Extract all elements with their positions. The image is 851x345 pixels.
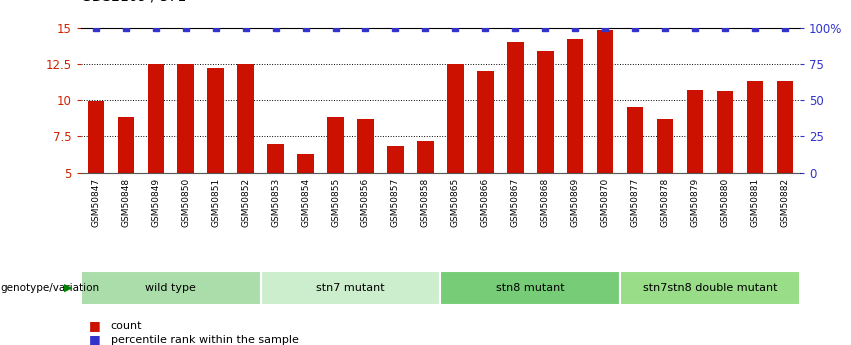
Bar <box>328 117 344 172</box>
Bar <box>687 90 703 172</box>
Text: GSM50866: GSM50866 <box>481 177 490 227</box>
Text: GSM50880: GSM50880 <box>721 177 729 227</box>
Text: GSM50853: GSM50853 <box>271 177 280 227</box>
Text: GSM50869: GSM50869 <box>571 177 580 227</box>
Bar <box>117 117 134 172</box>
Text: GDS2109 / 371: GDS2109 / 371 <box>81 0 186 3</box>
Bar <box>777 81 793 172</box>
Text: wild type: wild type <box>146 283 197 293</box>
Text: stn7stn8 double mutant: stn7stn8 double mutant <box>643 283 777 293</box>
Bar <box>208 68 224 172</box>
Text: GSM50848: GSM50848 <box>122 177 130 227</box>
Text: genotype/variation: genotype/variation <box>0 283 99 293</box>
Bar <box>747 81 763 172</box>
Text: ■: ■ <box>89 319 101 333</box>
Bar <box>178 64 194 172</box>
Text: GSM50857: GSM50857 <box>391 177 400 227</box>
Bar <box>147 64 164 172</box>
Text: GSM50847: GSM50847 <box>91 177 100 227</box>
Text: GSM50878: GSM50878 <box>660 177 670 227</box>
Bar <box>507 42 523 172</box>
Bar <box>447 64 464 172</box>
Bar <box>88 101 104 172</box>
Text: ▶: ▶ <box>64 283 72 293</box>
Text: GSM50856: GSM50856 <box>361 177 370 227</box>
Text: GSM50877: GSM50877 <box>631 177 640 227</box>
Text: count: count <box>111 321 142 331</box>
Bar <box>297 154 314 172</box>
Text: GSM50870: GSM50870 <box>601 177 609 227</box>
Text: GSM50868: GSM50868 <box>540 177 550 227</box>
Bar <box>567 39 584 172</box>
Text: GSM50850: GSM50850 <box>181 177 191 227</box>
Bar <box>357 119 374 172</box>
Text: ■: ■ <box>89 333 101 345</box>
Text: GSM50879: GSM50879 <box>690 177 700 227</box>
Text: percentile rank within the sample: percentile rank within the sample <box>111 335 299 345</box>
Bar <box>620 271 800 305</box>
Text: stn8 mutant: stn8 mutant <box>496 283 564 293</box>
Text: GSM50858: GSM50858 <box>421 177 430 227</box>
Bar <box>440 271 620 305</box>
Bar <box>237 64 254 172</box>
Bar <box>81 271 260 305</box>
Bar <box>627 107 643 172</box>
Bar <box>267 144 284 172</box>
Bar <box>477 71 494 172</box>
Text: GSM50854: GSM50854 <box>301 177 310 227</box>
Bar <box>387 146 403 172</box>
Text: GSM50851: GSM50851 <box>211 177 220 227</box>
Bar <box>537 51 553 172</box>
Text: GSM50852: GSM50852 <box>241 177 250 227</box>
Text: GSM50855: GSM50855 <box>331 177 340 227</box>
Bar <box>260 271 440 305</box>
Text: GSM50882: GSM50882 <box>780 177 790 227</box>
Text: GSM50867: GSM50867 <box>511 177 520 227</box>
Text: GSM50865: GSM50865 <box>451 177 460 227</box>
Text: stn7 mutant: stn7 mutant <box>317 283 385 293</box>
Text: GSM50881: GSM50881 <box>751 177 759 227</box>
Text: GSM50849: GSM50849 <box>151 177 160 227</box>
Bar <box>717 91 734 172</box>
Bar <box>657 119 673 172</box>
Bar <box>417 141 434 172</box>
Bar <box>597 30 614 172</box>
